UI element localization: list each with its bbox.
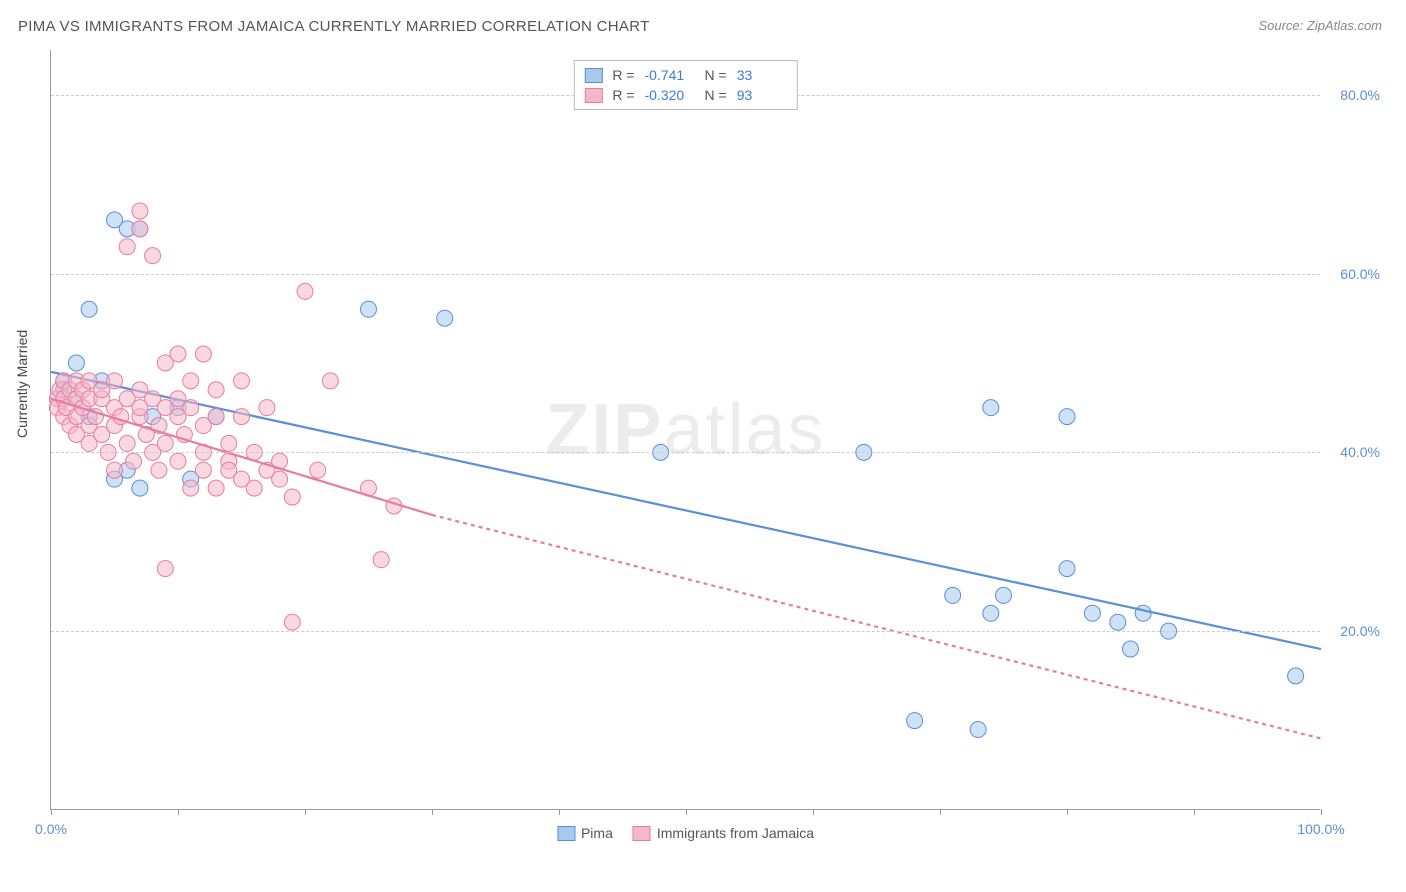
data-point bbox=[322, 373, 338, 389]
data-point bbox=[983, 605, 999, 621]
data-point bbox=[183, 480, 199, 496]
source-attribution: Source: ZipAtlas.com bbox=[1258, 18, 1382, 33]
data-point bbox=[1059, 409, 1075, 425]
data-point bbox=[983, 400, 999, 416]
x-tick bbox=[940, 809, 941, 815]
data-point bbox=[170, 346, 186, 362]
data-point bbox=[157, 435, 173, 451]
y-tick-label: 20.0% bbox=[1340, 623, 1380, 639]
legend-swatch bbox=[584, 68, 602, 83]
data-point bbox=[183, 400, 199, 416]
y-axis-label: Currently Married bbox=[14, 330, 30, 438]
data-point bbox=[1110, 614, 1126, 630]
x-tick bbox=[1321, 809, 1322, 815]
data-point bbox=[208, 480, 224, 496]
x-tick bbox=[51, 809, 52, 815]
legend-row: R = -0.320 N = 93 bbox=[584, 85, 786, 105]
n-label: N = bbox=[705, 67, 727, 83]
legend-row: R = -0.741 N = 33 bbox=[584, 65, 786, 85]
gridline bbox=[51, 631, 1320, 632]
data-point bbox=[107, 462, 123, 478]
data-point bbox=[437, 310, 453, 326]
plot-area: ZIPatlas R =-0.741N =33R =-0.320N =93 Pi… bbox=[50, 50, 1320, 810]
legend-label: Pima bbox=[581, 825, 613, 841]
data-point bbox=[221, 435, 237, 451]
data-point bbox=[1059, 561, 1075, 577]
legend-swatch bbox=[633, 826, 651, 841]
data-point bbox=[945, 587, 961, 603]
gridline bbox=[51, 274, 1320, 275]
scatter-svg bbox=[51, 50, 1320, 809]
data-point bbox=[361, 301, 377, 317]
data-point bbox=[208, 409, 224, 425]
data-point bbox=[970, 722, 986, 738]
r-label: R = bbox=[612, 67, 634, 83]
data-point bbox=[373, 552, 389, 568]
data-point bbox=[157, 561, 173, 577]
data-point bbox=[132, 221, 148, 237]
data-point bbox=[234, 373, 250, 389]
n-label: N = bbox=[705, 87, 727, 103]
y-tick-label: 80.0% bbox=[1340, 87, 1380, 103]
legend-item: Immigrants from Jamaica bbox=[633, 825, 814, 841]
data-point bbox=[183, 373, 199, 389]
n-value: 93 bbox=[737, 87, 787, 103]
x-tick bbox=[813, 809, 814, 815]
r-value: -0.320 bbox=[645, 87, 695, 103]
x-tick bbox=[686, 809, 687, 815]
x-tick bbox=[1067, 809, 1068, 815]
data-point bbox=[170, 453, 186, 469]
y-tick-label: 40.0% bbox=[1340, 444, 1380, 460]
data-point bbox=[195, 462, 211, 478]
r-label: R = bbox=[612, 87, 634, 103]
data-point bbox=[272, 471, 288, 487]
data-point bbox=[195, 346, 211, 362]
x-tick-label: 100.0% bbox=[1297, 821, 1344, 837]
x-tick bbox=[1194, 809, 1195, 815]
legend-swatch bbox=[557, 826, 575, 841]
data-point bbox=[119, 435, 135, 451]
x-tick bbox=[178, 809, 179, 815]
data-point bbox=[1288, 668, 1304, 684]
series-legend: Pima Immigrants from Jamaica bbox=[557, 825, 814, 841]
gridline bbox=[51, 452, 1320, 453]
data-point bbox=[246, 480, 262, 496]
data-point bbox=[132, 203, 148, 219]
data-point bbox=[145, 248, 161, 264]
data-point bbox=[107, 373, 123, 389]
data-point bbox=[310, 462, 326, 478]
data-point bbox=[284, 614, 300, 630]
legend-swatch bbox=[584, 88, 602, 103]
data-point bbox=[119, 239, 135, 255]
data-point bbox=[126, 453, 142, 469]
data-point bbox=[297, 283, 313, 299]
n-value: 33 bbox=[737, 67, 787, 83]
data-point bbox=[1123, 641, 1139, 657]
r-value: -0.741 bbox=[645, 67, 695, 83]
x-tick bbox=[432, 809, 433, 815]
data-point bbox=[907, 713, 923, 729]
regression-line bbox=[432, 515, 1321, 739]
data-point bbox=[1135, 605, 1151, 621]
data-point bbox=[996, 587, 1012, 603]
data-point bbox=[208, 382, 224, 398]
x-tick bbox=[559, 809, 560, 815]
data-point bbox=[1084, 605, 1100, 621]
data-point bbox=[68, 355, 84, 371]
legend-item: Pima bbox=[557, 825, 613, 841]
correlation-legend: R = -0.741 N = 33 R = -0.320 N = 93 bbox=[573, 60, 797, 110]
data-point bbox=[284, 489, 300, 505]
chart-title: PIMA VS IMMIGRANTS FROM JAMAICA CURRENTL… bbox=[18, 18, 650, 35]
data-point bbox=[259, 400, 275, 416]
legend-label: Immigrants from Jamaica bbox=[657, 825, 814, 841]
data-point bbox=[151, 462, 167, 478]
data-point bbox=[234, 409, 250, 425]
x-tick-label: 0.0% bbox=[35, 821, 67, 837]
y-tick-label: 60.0% bbox=[1340, 266, 1380, 282]
x-tick bbox=[305, 809, 306, 815]
data-point bbox=[132, 480, 148, 496]
data-point bbox=[81, 301, 97, 317]
